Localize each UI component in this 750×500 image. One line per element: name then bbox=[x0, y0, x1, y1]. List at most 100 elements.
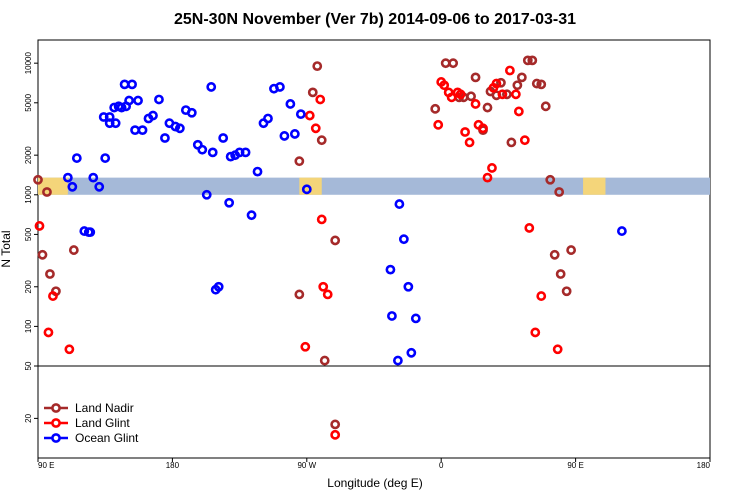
data-point bbox=[225, 151, 236, 162]
data-point bbox=[566, 245, 577, 255]
data-point bbox=[330, 419, 341, 430]
data-point bbox=[448, 58, 459, 69]
data-point bbox=[330, 429, 341, 440]
data-point bbox=[137, 125, 148, 136]
series-land-glint bbox=[34, 65, 563, 440]
data-point bbox=[213, 281, 224, 292]
data-point bbox=[263, 113, 273, 124]
data-point bbox=[478, 123, 488, 134]
data-point bbox=[491, 78, 502, 89]
data-point bbox=[310, 123, 321, 134]
data-point bbox=[85, 227, 96, 238]
data-point bbox=[300, 341, 311, 352]
x-tick-label: 90 W bbox=[297, 461, 316, 470]
data-point bbox=[516, 72, 527, 83]
data-point bbox=[519, 135, 530, 146]
data-point bbox=[398, 234, 409, 245]
data-point bbox=[109, 102, 120, 113]
data-point bbox=[34, 221, 45, 231]
data-point bbox=[48, 291, 58, 301]
data-point bbox=[45, 269, 55, 279]
data-point bbox=[307, 87, 318, 98]
data-point bbox=[304, 110, 315, 121]
y-tick-label: 200 bbox=[24, 280, 33, 294]
data-point bbox=[133, 95, 143, 106]
data-point bbox=[531, 78, 542, 89]
data-point bbox=[410, 313, 421, 324]
data-point bbox=[252, 166, 263, 177]
data-point bbox=[322, 289, 333, 300]
y-tick-label: 2000 bbox=[24, 146, 33, 164]
data-point bbox=[160, 133, 170, 143]
data-point bbox=[330, 235, 341, 246]
legend-marker bbox=[51, 403, 61, 413]
y-tick-label: 100 bbox=[24, 319, 33, 333]
land-band-segment bbox=[38, 177, 68, 195]
legend-label: Land Glint bbox=[75, 416, 130, 430]
chart-title: 25N-30N November (Ver 7b) 2014-09-06 to … bbox=[174, 11, 576, 28]
plot-frame bbox=[37, 39, 711, 459]
x-tick-label: 90 E bbox=[38, 461, 54, 470]
data-point bbox=[403, 281, 414, 292]
data-point bbox=[466, 91, 476, 102]
data-point bbox=[430, 103, 441, 114]
data-point bbox=[552, 344, 563, 355]
data-point bbox=[561, 286, 572, 297]
data-point bbox=[127, 79, 137, 90]
data-point bbox=[206, 82, 217, 92]
data-point bbox=[312, 61, 323, 72]
data-points bbox=[33, 55, 627, 440]
data-point bbox=[496, 77, 506, 88]
data-point bbox=[279, 131, 290, 141]
data-point bbox=[554, 187, 565, 197]
data-point bbox=[318, 281, 329, 292]
data-point bbox=[201, 189, 212, 200]
y-tick-label: 1000 bbox=[24, 185, 33, 203]
data-point bbox=[527, 55, 538, 66]
data-point bbox=[524, 223, 535, 233]
data-point bbox=[522, 55, 533, 66]
legend-marker bbox=[51, 433, 61, 443]
data-point bbox=[502, 89, 512, 100]
data-point bbox=[301, 184, 312, 195]
data-point bbox=[555, 269, 566, 279]
data-point bbox=[98, 112, 109, 122]
data-point bbox=[470, 99, 481, 109]
data-point bbox=[506, 137, 517, 148]
data-point bbox=[512, 80, 523, 91]
data-point bbox=[482, 102, 493, 113]
data-point bbox=[119, 79, 130, 90]
x-axis: 90 E 180 90 W 0 90 E 180 bbox=[37, 458, 711, 470]
data-point bbox=[294, 289, 305, 300]
data-point bbox=[275, 82, 285, 92]
data-point bbox=[240, 147, 251, 158]
data-point bbox=[536, 291, 547, 301]
ocean-band bbox=[38, 177, 710, 195]
series-ocean-glint bbox=[62, 79, 627, 366]
data-point bbox=[545, 174, 556, 185]
data-point bbox=[319, 355, 330, 366]
land-ocean-band bbox=[38, 177, 710, 195]
data-point bbox=[536, 79, 547, 90]
data-point bbox=[33, 174, 43, 185]
data-point bbox=[246, 210, 257, 221]
data-point bbox=[439, 80, 450, 91]
data-point bbox=[394, 199, 405, 209]
data-point bbox=[482, 172, 493, 183]
data-point bbox=[174, 123, 185, 134]
data-point bbox=[124, 95, 134, 106]
y-tick-label: 10000 bbox=[24, 52, 33, 75]
data-point bbox=[316, 135, 327, 146]
data-point bbox=[387, 311, 397, 321]
data-point bbox=[460, 127, 470, 137]
data-point bbox=[294, 156, 305, 167]
data-point bbox=[530, 327, 541, 338]
data-point bbox=[224, 197, 235, 208]
data-point bbox=[94, 181, 105, 192]
data-point bbox=[42, 187, 52, 197]
data-point bbox=[510, 89, 521, 100]
data-point bbox=[497, 89, 508, 100]
data-point bbox=[289, 129, 300, 139]
data-point bbox=[549, 249, 560, 260]
